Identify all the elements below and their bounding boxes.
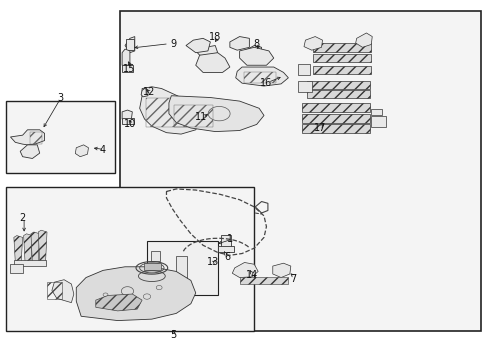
Polygon shape — [229, 37, 249, 50]
Bar — [147, 241, 217, 295]
Bar — [168, 281, 190, 288]
Text: 7: 7 — [289, 274, 296, 284]
Bar — [5, 101, 115, 173]
Bar — [239, 277, 288, 284]
Polygon shape — [304, 37, 322, 50]
Polygon shape — [272, 263, 290, 278]
Bar — [173, 105, 212, 127]
Polygon shape — [141, 89, 148, 97]
Polygon shape — [239, 47, 273, 65]
Polygon shape — [122, 110, 132, 121]
Text: 14: 14 — [245, 270, 257, 280]
Text: 10: 10 — [123, 120, 136, 129]
Polygon shape — [195, 45, 217, 56]
Polygon shape — [96, 294, 142, 311]
Bar — [120, 12, 480, 330]
Text: 2: 2 — [20, 213, 26, 222]
Polygon shape — [76, 267, 195, 320]
Polygon shape — [185, 39, 210, 53]
Polygon shape — [31, 232, 40, 262]
Text: 3: 3 — [58, 93, 63, 103]
Polygon shape — [20, 145, 40, 158]
Bar — [302, 125, 369, 134]
Polygon shape — [195, 53, 229, 72]
Text: 4: 4 — [100, 144, 106, 154]
Bar — [302, 103, 369, 112]
Polygon shape — [232, 262, 258, 278]
Bar — [30, 132, 42, 144]
Bar — [143, 263, 160, 270]
Text: 1: 1 — [226, 234, 232, 244]
Bar — [158, 270, 162, 274]
Bar — [151, 265, 157, 273]
Bar — [146, 98, 187, 127]
Bar — [10, 264, 22, 273]
Text: 5: 5 — [170, 330, 177, 340]
Bar — [312, 42, 370, 51]
Text: 15: 15 — [122, 64, 135, 74]
Text: 18: 18 — [209, 32, 221, 41]
Polygon shape — [235, 67, 288, 86]
Polygon shape — [122, 49, 130, 65]
Bar — [122, 118, 134, 125]
Polygon shape — [125, 37, 135, 53]
Bar — [312, 54, 370, 62]
Bar — [306, 90, 369, 98]
Bar — [151, 251, 159, 261]
Bar — [312, 66, 370, 74]
Bar — [14, 260, 46, 266]
Polygon shape — [140, 87, 200, 134]
Bar — [122, 64, 133, 72]
Bar — [306, 81, 369, 89]
Polygon shape — [355, 33, 371, 47]
Bar — [47, 282, 61, 299]
Bar — [217, 246, 234, 252]
Text: 13: 13 — [206, 257, 219, 267]
Polygon shape — [168, 96, 264, 132]
Text: 17: 17 — [313, 123, 325, 133]
Bar — [5, 187, 254, 330]
Text: 16: 16 — [260, 78, 272, 88]
Text: 11: 11 — [194, 112, 206, 122]
Polygon shape — [38, 230, 47, 262]
Bar — [370, 116, 385, 127]
Bar — [370, 109, 381, 116]
Polygon shape — [244, 45, 261, 58]
Polygon shape — [23, 234, 32, 262]
Text: 12: 12 — [143, 87, 155, 97]
Polygon shape — [14, 235, 22, 262]
Text: 8: 8 — [253, 39, 259, 49]
Polygon shape — [75, 145, 88, 157]
Bar — [126, 40, 134, 50]
Polygon shape — [10, 130, 44, 145]
Bar — [298, 81, 311, 92]
Bar — [302, 114, 369, 123]
Text: 9: 9 — [170, 39, 177, 49]
Bar — [221, 234, 230, 248]
Bar — [298, 64, 310, 75]
Bar — [244, 72, 276, 83]
Bar — [176, 256, 186, 288]
Text: 6: 6 — [224, 252, 230, 262]
Polygon shape — [52, 280, 74, 303]
